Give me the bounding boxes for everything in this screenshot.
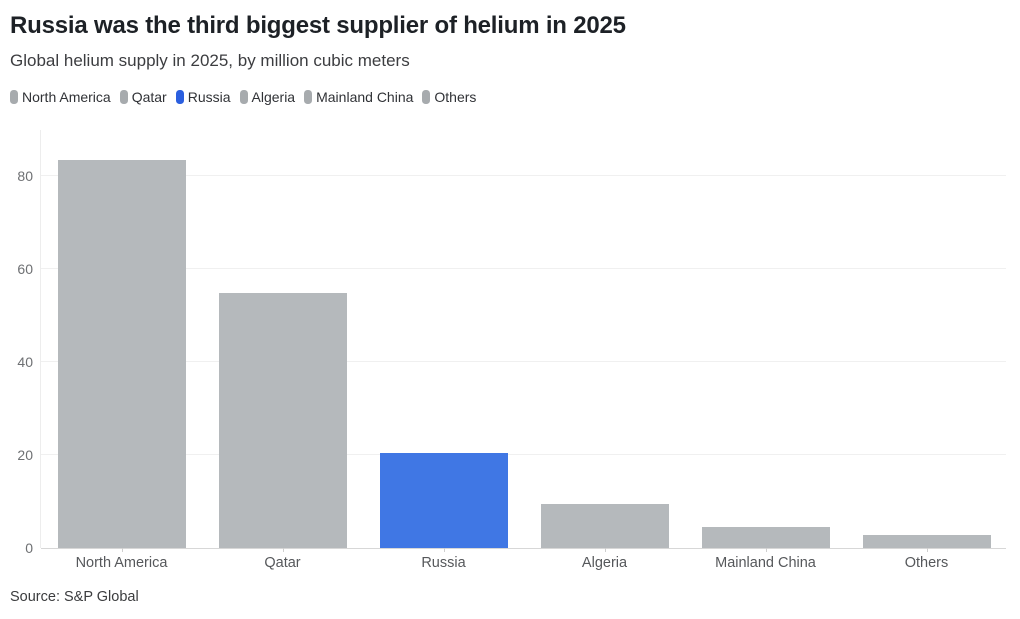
plot-area: North America Qatar Russia Algeria Mainland … <box>40 130 1006 571</box>
legend-label: Qatar <box>131 89 167 105</box>
legend-swatch-icon <box>10 90 18 104</box>
x-axis-label-others: Others <box>904 555 949 571</box>
legend-item-others: Others <box>422 89 476 105</box>
y-axis-tick-label-20: 20 <box>17 447 33 464</box>
x-axis-label-algeria: Algeria <box>581 555 628 571</box>
x-axis-label-russia: Russia <box>421 555 466 571</box>
legend-swatch-icon <box>175 90 184 104</box>
legend-item-algeria: Algeria <box>239 89 296 105</box>
x-axis-label-qatar: Qatar <box>264 555 301 571</box>
bar-others <box>862 534 991 548</box>
gridline-40 <box>41 361 1006 363</box>
legend-item-north-america: North America <box>10 89 111 105</box>
chart-title: Russia was the third biggest supplier of… <box>10 12 626 39</box>
legend-swatch-icon <box>239 90 248 104</box>
legend-item-qatar: Qatar <box>119 89 167 105</box>
x-axis-tick-others <box>926 548 928 552</box>
legend-label: North America <box>22 89 111 105</box>
x-axis-tick-russia <box>443 548 445 552</box>
gridline-80 <box>41 175 1006 177</box>
legend-swatch-icon <box>304 90 313 104</box>
legend-label: Others <box>434 89 477 105</box>
legend-item-russia: Russia <box>175 89 231 105</box>
gridline-20 <box>41 454 1006 456</box>
bar-qatar <box>218 292 347 548</box>
x-axis-tick-qatar <box>282 548 284 552</box>
legend-label: Algeria <box>251 89 296 105</box>
bar-algeria <box>540 503 669 548</box>
x-axis-label-mainland-china: Mainland China <box>715 555 816 571</box>
legend-item-mainland-china: Mainland China <box>304 89 413 105</box>
bar-mainland-china <box>701 527 830 548</box>
y-axis-tick-label-60: 60 <box>17 261 33 278</box>
gridline-0 <box>41 548 1006 549</box>
source-note: Source: S&P Global <box>10 589 139 605</box>
legend-swatch-icon <box>422 90 431 104</box>
legend: North America Qatar Russia Algeria Mainland … <box>10 89 476 105</box>
x-axis-tick-north-america <box>121 548 123 552</box>
legend-label: Russia <box>187 89 231 105</box>
bar-russia <box>379 452 508 548</box>
bar-north-america <box>57 160 186 548</box>
legend-swatch-icon <box>119 90 128 104</box>
legend-label: Mainland China <box>316 89 414 105</box>
x-axis-tick-algeria <box>604 548 606 552</box>
chart-subtitle: Global helium supply in 2025, by million… <box>10 51 410 70</box>
gridline-60 <box>41 268 1006 270</box>
y-axis-tick-label-40: 40 <box>17 354 33 371</box>
y-axis-tick-label-80: 80 <box>17 168 33 185</box>
x-axis-label-north-america: North America <box>75 555 168 571</box>
y-axis-tick-label-0: 0 <box>25 540 33 556</box>
x-axis-tick-mainland-china <box>765 548 767 552</box>
